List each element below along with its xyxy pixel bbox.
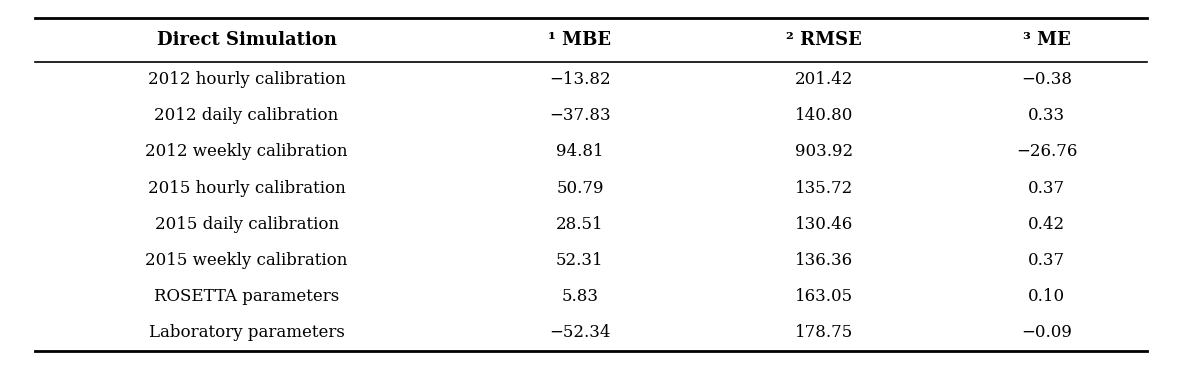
Text: 178.75: 178.75 xyxy=(795,324,853,341)
Text: 201.42: 201.42 xyxy=(795,71,853,88)
Text: ¹ MBE: ¹ MBE xyxy=(548,31,611,49)
Text: 5.83: 5.83 xyxy=(561,288,598,305)
Text: 94.81: 94.81 xyxy=(556,144,604,161)
Text: 0.10: 0.10 xyxy=(1028,288,1065,305)
Text: 0.37: 0.37 xyxy=(1028,252,1065,269)
Text: −52.34: −52.34 xyxy=(550,324,611,341)
Text: ROSETTA parameters: ROSETTA parameters xyxy=(154,288,339,305)
Text: 903.92: 903.92 xyxy=(795,144,853,161)
Text: 52.31: 52.31 xyxy=(556,252,604,269)
Text: −26.76: −26.76 xyxy=(1015,144,1077,161)
Text: 130.46: 130.46 xyxy=(795,215,853,232)
Text: 2015 hourly calibration: 2015 hourly calibration xyxy=(148,180,345,197)
Text: 2015 weekly calibration: 2015 weekly calibration xyxy=(145,252,348,269)
Text: 136.36: 136.36 xyxy=(795,252,853,269)
Text: −37.83: −37.83 xyxy=(550,107,611,124)
Text: 0.33: 0.33 xyxy=(1028,107,1065,124)
Text: 2012 daily calibration: 2012 daily calibration xyxy=(155,107,339,124)
Text: 50.79: 50.79 xyxy=(557,180,604,197)
Text: −0.09: −0.09 xyxy=(1021,324,1072,341)
Text: Laboratory parameters: Laboratory parameters xyxy=(149,324,344,341)
Text: ³ ME: ³ ME xyxy=(1022,31,1071,49)
Text: 163.05: 163.05 xyxy=(795,288,853,305)
Text: 2012 weekly calibration: 2012 weekly calibration xyxy=(145,144,348,161)
Text: 2015 daily calibration: 2015 daily calibration xyxy=(155,215,338,232)
Text: 0.42: 0.42 xyxy=(1028,215,1065,232)
Text: −13.82: −13.82 xyxy=(550,71,611,88)
Text: 140.80: 140.80 xyxy=(795,107,853,124)
Text: 0.37: 0.37 xyxy=(1028,180,1065,197)
Text: 135.72: 135.72 xyxy=(795,180,853,197)
Text: ² RMSE: ² RMSE xyxy=(786,31,862,49)
Text: Direct Simulation: Direct Simulation xyxy=(157,31,337,49)
Text: 28.51: 28.51 xyxy=(556,215,604,232)
Text: −0.38: −0.38 xyxy=(1021,71,1072,88)
Text: 2012 hourly calibration: 2012 hourly calibration xyxy=(148,71,345,88)
